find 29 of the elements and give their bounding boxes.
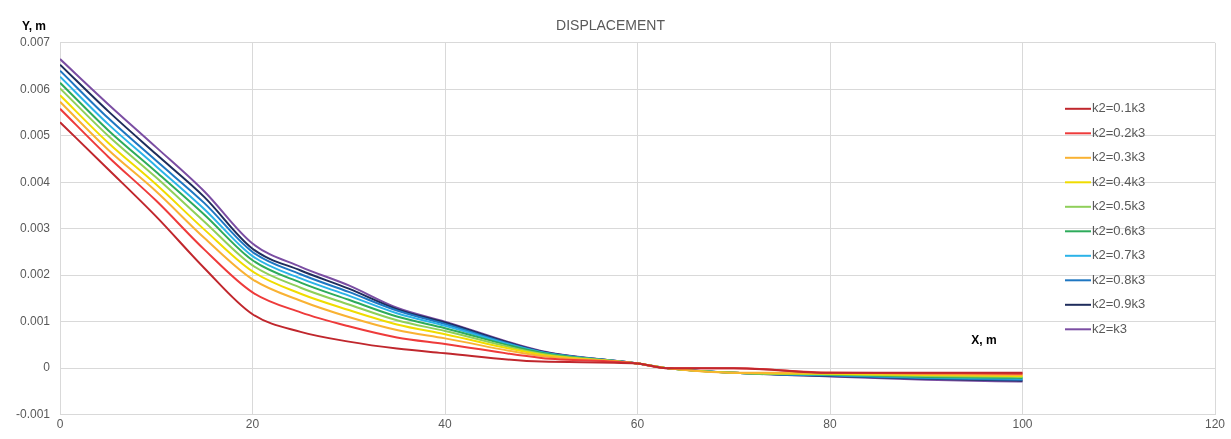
legend-label: k2=0.9k3	[1092, 296, 1146, 312]
legend-label: k2=k3	[1092, 320, 1128, 336]
y-tick-label: 0.006	[19, 81, 51, 96]
y-tick-label: 0.005	[19, 128, 51, 143]
legend-label: k2=0.7k3	[1092, 247, 1146, 263]
chart-title: DISPLACEMENT	[556, 17, 666, 34]
legend-label: k2=0.8k3	[1092, 271, 1146, 287]
x-tick-label: 20	[245, 417, 260, 432]
x-axis-title: X, m	[971, 333, 997, 348]
x-tick-label: 100	[1012, 417, 1033, 432]
y-axis-title: Y, m	[22, 19, 47, 33]
legend-label: k2=0.5k3	[1092, 198, 1146, 214]
x-tick-label: 60	[630, 417, 645, 432]
y-tick-label: 0.002	[19, 267, 51, 282]
y-tick-label: 0	[43, 360, 51, 375]
legend-label: k2=0.2k3	[1092, 124, 1146, 140]
x-tick-label: 80	[823, 417, 837, 432]
legend-label: k2=0.3k3	[1092, 149, 1146, 165]
y-tick-label: -0.001	[15, 406, 51, 421]
x-tick-label: 40	[438, 417, 453, 432]
legend-label: k2=0.1k3	[1092, 100, 1146, 116]
legend-label: k2=0.4k3	[1092, 173, 1146, 189]
x-tick-label: 0	[56, 417, 64, 432]
y-tick-label: 0.004	[19, 174, 51, 189]
y-tick-label: 0.001	[19, 313, 51, 328]
y-tick-label: 0.007	[19, 35, 51, 50]
y-tick-label: 0.003	[19, 221, 51, 236]
x-tick-label: 120	[1204, 417, 1226, 432]
legend-label: k2=0.6k3	[1092, 222, 1146, 238]
